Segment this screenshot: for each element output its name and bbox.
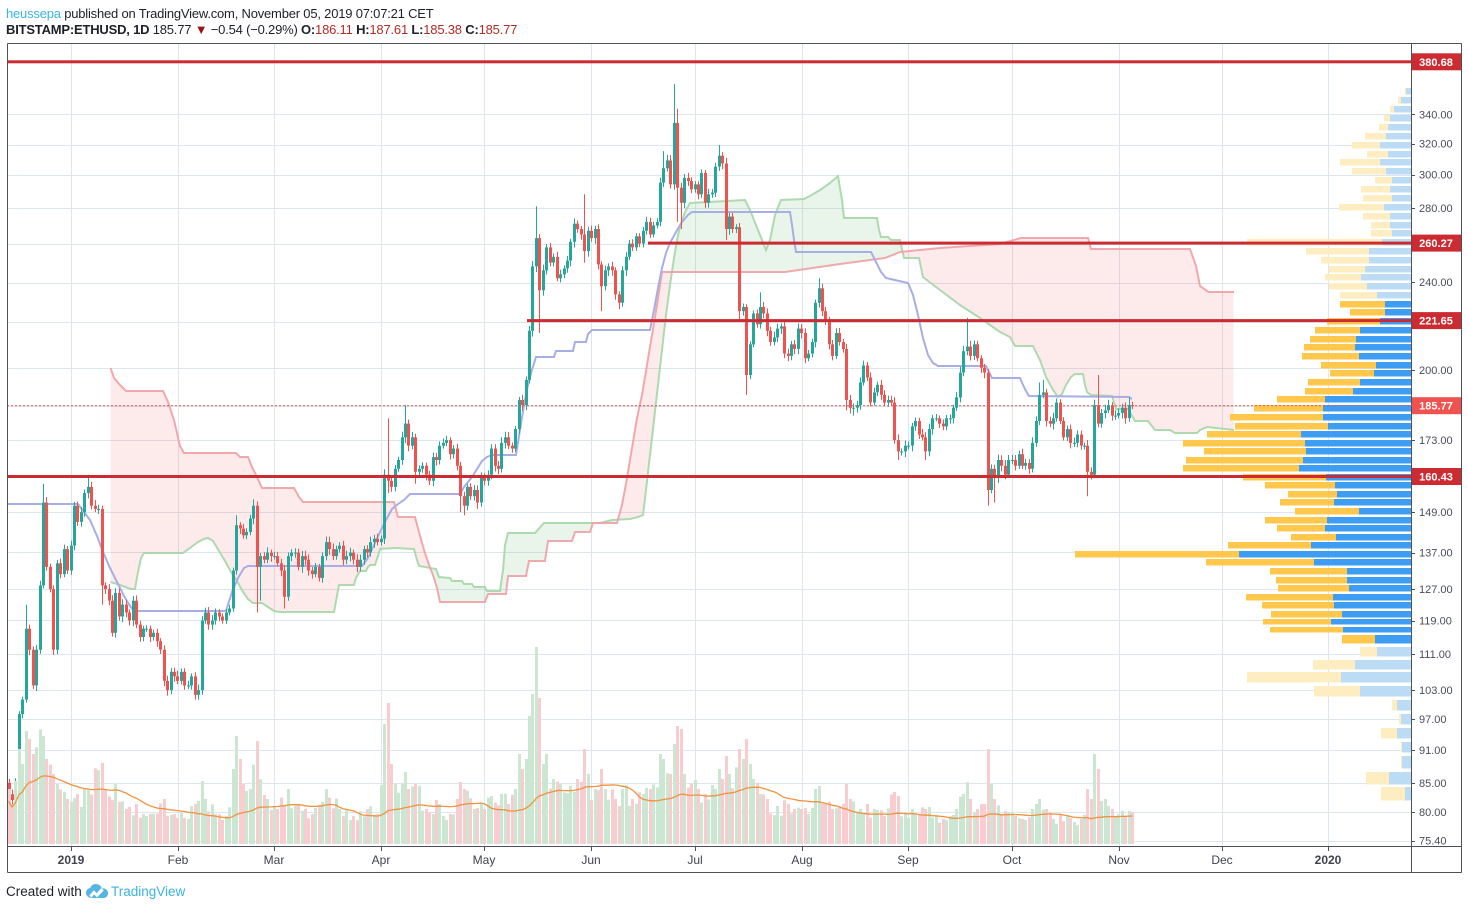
svg-text:Created with: Created with xyxy=(6,884,82,899)
svg-text:380.68: 380.68 xyxy=(1419,57,1453,69)
svg-text:Jul: Jul xyxy=(687,853,702,867)
svg-text:2019: 2019 xyxy=(58,853,85,867)
svg-text:103.00: 103.00 xyxy=(1419,685,1453,697)
svg-text:BITSTAMP:ETHUSD, 1D 185.77 ▼: BITSTAMP:ETHUSD, 1D 185.77 ▼ −0.54 (−0.2… xyxy=(6,22,517,37)
svg-text:Jun: Jun xyxy=(581,853,600,867)
svg-text:80.00: 80.00 xyxy=(1419,807,1447,819)
svg-text:85.00: 85.00 xyxy=(1419,778,1447,790)
svg-text:173.00: 173.00 xyxy=(1419,435,1453,447)
svg-text:Mar: Mar xyxy=(264,853,285,867)
svg-text:97.00: 97.00 xyxy=(1419,714,1447,726)
svg-text:185.77: 185.77 xyxy=(1419,401,1453,413)
svg-text:119.00: 119.00 xyxy=(1419,616,1452,628)
svg-text:TradingView: TradingView xyxy=(111,884,186,899)
svg-text:149.00: 149.00 xyxy=(1419,507,1453,519)
svg-text:May: May xyxy=(473,853,496,867)
svg-text:91.00: 91.00 xyxy=(1419,745,1447,757)
svg-text:Sep: Sep xyxy=(897,853,919,867)
svg-text:200.00: 200.00 xyxy=(1419,365,1453,377)
svg-text:Aug: Aug xyxy=(791,853,812,867)
svg-text:Feb: Feb xyxy=(168,853,189,867)
svg-text:Dec: Dec xyxy=(1211,853,1232,867)
svg-text:heussepa published on TradingV: heussepa published on TradingView.com, N… xyxy=(6,6,434,21)
svg-text:Nov: Nov xyxy=(1108,853,1129,867)
svg-text:300.00: 300.00 xyxy=(1419,170,1453,182)
svg-text:Apr: Apr xyxy=(372,853,391,867)
svg-text:260.27: 260.27 xyxy=(1419,238,1453,250)
svg-text:2020: 2020 xyxy=(1315,853,1342,867)
svg-text:137.00: 137.00 xyxy=(1419,548,1453,560)
svg-text:75.40: 75.40 xyxy=(1419,836,1447,848)
svg-text:240.00: 240.00 xyxy=(1419,277,1453,289)
svg-text:340.00: 340.00 xyxy=(1419,109,1453,121)
svg-text:160.43: 160.43 xyxy=(1419,472,1453,484)
svg-text:127.00: 127.00 xyxy=(1419,584,1453,596)
svg-text:111.00: 111.00 xyxy=(1419,649,1451,661)
svg-text:Oct: Oct xyxy=(1003,853,1022,867)
svg-text:280.00: 280.00 xyxy=(1419,203,1453,215)
svg-text:221.65: 221.65 xyxy=(1419,316,1453,328)
svg-text:320.00: 320.00 xyxy=(1419,139,1453,151)
